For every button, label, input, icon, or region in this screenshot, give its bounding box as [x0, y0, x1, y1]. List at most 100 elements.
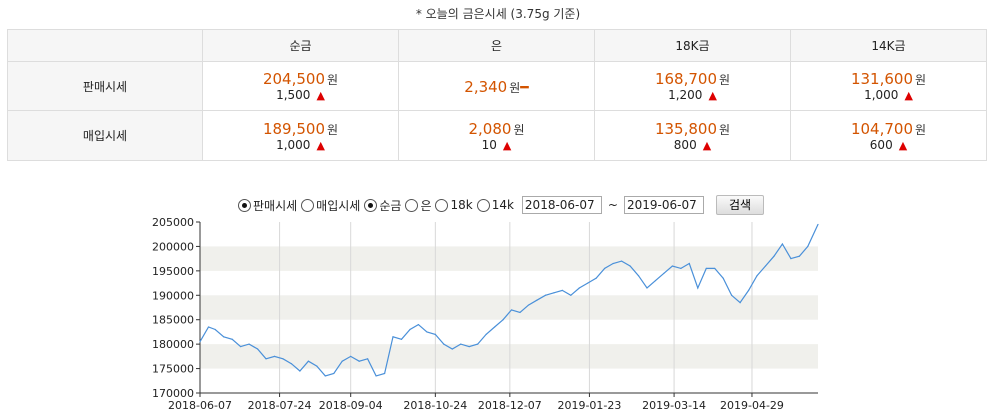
data-point — [350, 355, 352, 357]
change-value: 600 — [869, 137, 893, 152]
data-point — [282, 358, 284, 360]
date-from-input[interactable]: 2018-06-07 — [521, 196, 602, 214]
up-arrow-icon: ▲ — [708, 89, 717, 102]
table-row: 매입시세 189,500 원 1,000 ▲ 2,080 원 10 ▲ 135,800 원 80… — [7, 110, 987, 161]
data-point — [468, 345, 470, 348]
data-point — [654, 280, 657, 282]
price-cell: 135,800 원 800 ▲ — [594, 110, 791, 161]
data-point — [358, 360, 360, 362]
data-point — [256, 348, 259, 350]
radio-price-type-buy[interactable]: 매입시세 — [301, 197, 360, 214]
data-point — [240, 345, 242, 348]
change-value: 800 — [673, 137, 697, 152]
price-value: 168,700 — [654, 70, 717, 88]
data-point — [333, 372, 335, 375]
page-title: * 오늘의 금은시세 (3.75g 기준) — [415, 7, 581, 21]
search-button[interactable]: 검색 — [715, 195, 765, 215]
data-point — [764, 265, 767, 267]
data-point — [502, 319, 504, 321]
y-tick-label: 195000 — [152, 265, 194, 278]
data-point — [375, 375, 377, 377]
column-header: 14K금 — [790, 29, 987, 62]
change-value: 10 — [481, 137, 497, 152]
grid-band — [200, 295, 818, 320]
data-point — [214, 328, 216, 331]
data-point — [400, 338, 403, 340]
price-value: 104,700 — [850, 119, 913, 138]
date-to-input[interactable]: 2019-06-07 — [623, 196, 704, 214]
radio-metal-14k[interactable]: 14k — [476, 198, 514, 212]
y-tick-label: 190000 — [152, 289, 194, 302]
data-point — [620, 260, 623, 262]
data-point — [781, 243, 784, 245]
radio-selected-icon — [364, 198, 378, 212]
data-point — [316, 365, 318, 367]
radio-price-type-sell[interactable]: 판매시세 — [238, 197, 297, 214]
radio-metal-gold[interactable]: 순금 — [364, 197, 401, 214]
price-unit: 원 — [326, 73, 339, 87]
data-point — [773, 255, 775, 257]
price-value: 2,080 — [468, 119, 512, 138]
data-point — [460, 343, 462, 345]
y-tick-label: 200000 — [152, 240, 194, 253]
price-cell: 104,700 원 600 ▲ — [790, 110, 987, 161]
x-tick-label: 2018-07-24 — [248, 399, 312, 412]
price-cell: 189,500 원 1,000 ▲ — [202, 110, 399, 161]
data-point — [392, 336, 394, 338]
price-line-chart: 170000 175000 180000 185000 190000 195000 2000… — [152, 216, 819, 412]
grid-band — [200, 344, 818, 369]
data-point — [290, 363, 293, 365]
data-point — [817, 223, 819, 226]
data-point — [680, 267, 682, 270]
radio-empty-icon — [405, 198, 419, 212]
price-value: 135,800 — [654, 119, 717, 138]
data-point — [341, 360, 343, 362]
data-point — [697, 287, 699, 289]
radio-metal-silver[interactable]: 은 — [405, 197, 431, 214]
data-point — [756, 275, 758, 277]
radio-metal-18k[interactable]: 18k — [435, 198, 473, 212]
radio-empty-icon — [435, 198, 449, 212]
data-point — [510, 309, 513, 311]
price-unit: 원 — [513, 122, 525, 137]
data-point — [705, 267, 707, 270]
row-label: 매입시세 — [7, 110, 203, 161]
column-header: 은 — [398, 29, 595, 62]
data-point — [519, 311, 521, 313]
y-tick-label: 185000 — [152, 314, 194, 327]
up-arrow-icon: ▲ — [702, 138, 712, 152]
header-corner — [7, 29, 203, 62]
data-point — [578, 287, 580, 289]
table-header-row: 순금 은 18K금 14K금 — [7, 29, 987, 62]
data-point — [747, 289, 750, 291]
data-point — [612, 262, 614, 265]
data-point — [223, 336, 225, 338]
y-tick-label: 175000 — [152, 363, 194, 376]
y-tick-label: 170000 — [152, 387, 194, 400]
data-point — [739, 302, 741, 304]
change-value: 1,500 — [276, 88, 311, 102]
data-point — [527, 304, 530, 306]
data-point — [688, 262, 690, 265]
price-unit: 원 — [914, 122, 927, 137]
data-point — [807, 245, 809, 248]
data-point — [722, 277, 724, 279]
radio-label: 은 — [420, 198, 432, 213]
radio-label: 판매시세 — [253, 198, 298, 213]
price-value: 2,340 — [464, 77, 508, 96]
price-value: 204,500 — [262, 70, 325, 88]
data-point — [451, 348, 453, 350]
data-point — [671, 265, 673, 267]
data-point — [477, 343, 479, 345]
price-unit: 원 — [718, 122, 731, 137]
data-point — [663, 272, 665, 274]
data-point — [409, 328, 411, 331]
data-point — [646, 287, 648, 289]
price-value: 131,600 — [850, 70, 913, 88]
x-tick-label: 2018-12-07 — [478, 399, 542, 412]
table-row: 판매시세 204,500 원 1,500 ▲ 2,340 원━ 168,700 원 1,20… — [7, 61, 987, 111]
up-arrow-icon: ▲ — [502, 138, 512, 152]
price-cell: 168,700 원 1,200 ▲ — [594, 61, 791, 111]
data-point — [417, 324, 420, 326]
y-tick-label: 205000 — [152, 216, 194, 229]
